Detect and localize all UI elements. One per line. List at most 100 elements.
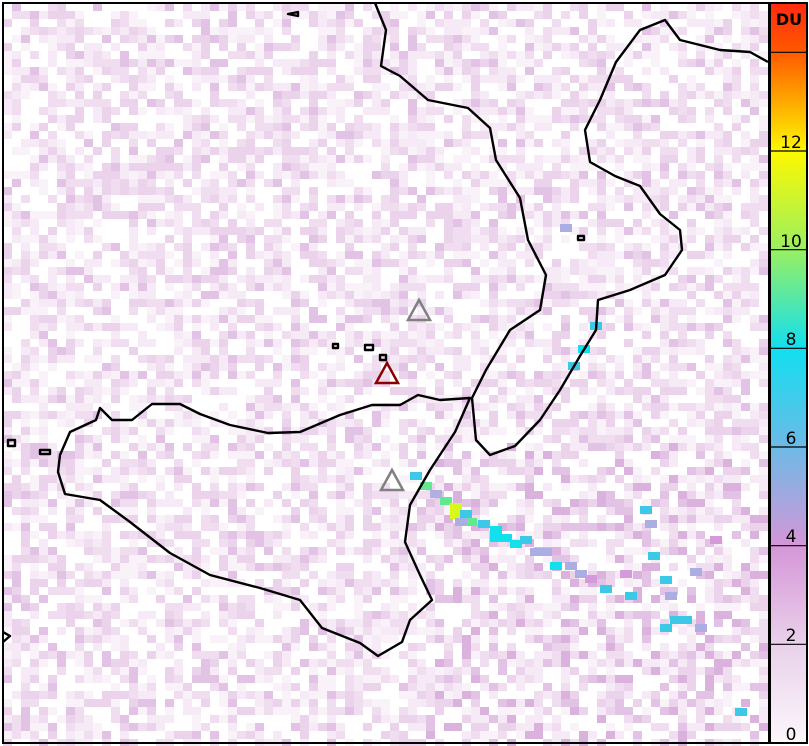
so2-pixel <box>183 67 192 75</box>
so2-pixel <box>129 379 138 387</box>
so2-pixel <box>102 99 111 107</box>
so2-pixel <box>183 3 192 11</box>
so2-pixel <box>435 667 444 675</box>
so2-pixel <box>390 299 399 307</box>
so2-pixel <box>687 59 696 67</box>
so2-pixel <box>165 555 174 563</box>
so2-pixel <box>516 75 525 83</box>
so2-pixel <box>543 43 552 51</box>
so2-pixel <box>561 523 570 531</box>
so2-pixel <box>21 379 30 387</box>
so2-pixel <box>183 227 192 235</box>
so2-pixel <box>417 691 426 699</box>
so2-pixel <box>669 523 678 531</box>
so2-pixel <box>57 291 66 299</box>
so2-pixel <box>273 563 282 571</box>
so2-pixel <box>444 163 453 171</box>
so2-pixel <box>84 435 93 443</box>
so2-pixel <box>723 299 732 307</box>
so2-pixel <box>282 555 291 563</box>
so2-pixel <box>174 171 183 179</box>
so2-pixel <box>291 163 300 171</box>
so2-pixel <box>138 43 147 51</box>
so2-pixel <box>516 395 525 403</box>
so2-pixel <box>120 459 129 467</box>
so2-pixel <box>417 203 426 211</box>
so2-pixel <box>210 251 219 259</box>
so2-pixel <box>462 571 471 579</box>
so2-pixel <box>219 619 228 627</box>
so2-pixel <box>201 115 210 123</box>
so2-pixel <box>705 707 714 715</box>
so2-pixel <box>273 43 282 51</box>
so2-pixel <box>399 459 408 467</box>
so2-pixel <box>633 323 642 331</box>
so2-pixel <box>624 179 633 187</box>
so2-pixel <box>426 515 435 523</box>
so2-pixel <box>219 187 228 195</box>
so2-pixel <box>462 243 471 251</box>
so2-pixel <box>561 571 570 579</box>
so2-pixel <box>129 291 138 299</box>
so2-pixel <box>291 195 300 203</box>
so2-pixel <box>624 507 633 515</box>
so2-pixel <box>264 411 273 419</box>
so2-pixel <box>696 419 705 427</box>
so2-pixel <box>669 475 678 483</box>
so2-pixel <box>273 107 282 115</box>
so2-pixel <box>165 35 174 43</box>
so2-pixel <box>525 475 534 483</box>
so2-pixel <box>111 339 120 347</box>
so2-pixel <box>21 91 30 99</box>
so2-pixel <box>309 499 318 507</box>
so2-pixel <box>174 147 183 155</box>
so2-pixel <box>426 371 435 379</box>
so2-pixel <box>597 619 606 627</box>
so2-pixel <box>147 283 156 291</box>
so2-pixel <box>408 715 417 723</box>
so2-pixel <box>624 563 633 571</box>
so2-pixel <box>696 387 705 395</box>
so2-pixel <box>606 203 615 211</box>
so2-pixel <box>471 347 480 355</box>
so2-pixel <box>93 179 102 187</box>
so2-pixel <box>444 315 453 323</box>
so2-pixel <box>705 195 714 203</box>
so2-pixel <box>66 259 75 267</box>
so2-pixel <box>390 587 399 595</box>
so2-pixel <box>741 139 750 147</box>
so2-pixel <box>120 715 129 723</box>
so2-pixel <box>309 139 318 147</box>
so2-pixel <box>3 411 12 419</box>
so2-pixel <box>444 515 453 523</box>
so2-pixel <box>264 11 273 19</box>
so2-pixel <box>246 11 255 19</box>
so2-pixel <box>102 547 111 555</box>
so2-pixel <box>219 35 228 43</box>
so2-pixel <box>417 667 426 675</box>
so2-pixel <box>597 371 606 379</box>
so2-pixel <box>750 211 759 219</box>
so2-pixel <box>642 355 651 363</box>
so2-pixel <box>147 467 156 475</box>
so2-pixel <box>3 51 12 59</box>
so2-pixel <box>624 531 633 539</box>
so2-pixel <box>687 147 696 155</box>
so2-pixel <box>273 459 282 467</box>
so2-pixel <box>237 675 246 683</box>
so2-pixel <box>246 723 255 731</box>
so2-pixel <box>750 187 759 195</box>
so2-pixel <box>120 643 129 651</box>
so2-pixel <box>426 611 435 619</box>
so2-pixel <box>570 227 579 235</box>
so2-pixel <box>408 651 417 659</box>
so2-pixel <box>462 427 471 435</box>
so2-pixel <box>498 619 507 627</box>
so2-pixel <box>273 283 282 291</box>
so2-pixel <box>606 675 615 683</box>
so2-pixel <box>21 211 30 219</box>
so2-pixel <box>48 571 57 579</box>
so2-pixel <box>111 707 120 715</box>
so2-pixel <box>345 267 354 275</box>
so2-pixel <box>498 267 507 275</box>
